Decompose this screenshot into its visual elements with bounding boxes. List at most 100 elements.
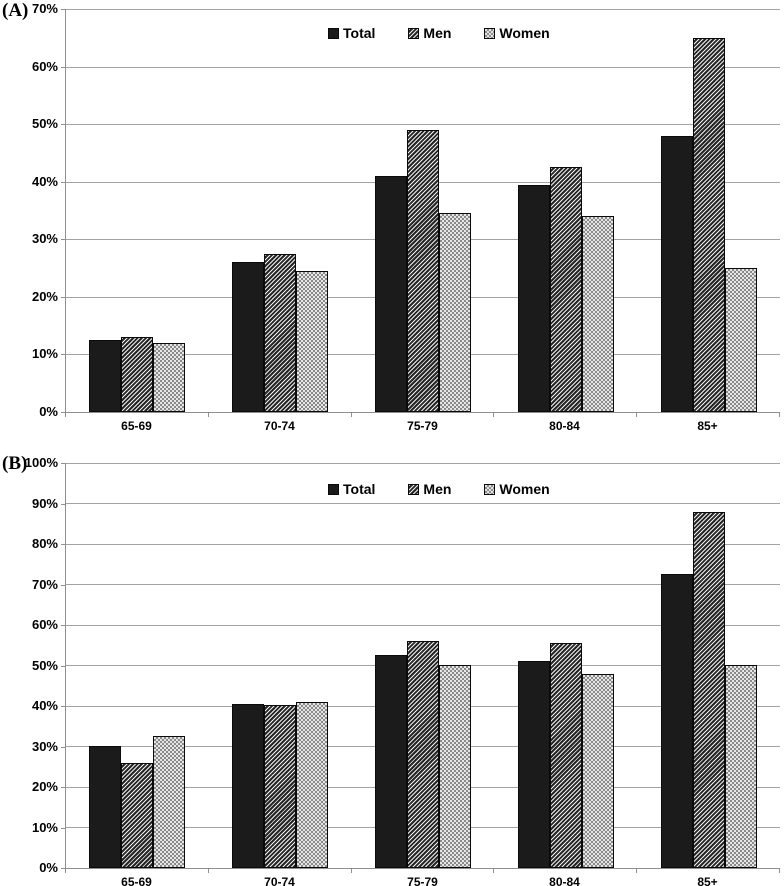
y-axis-label: 20% xyxy=(31,779,58,794)
legend-marker-women-icon xyxy=(484,483,496,495)
y-axis-tick xyxy=(61,412,65,413)
legend-item-women: Women xyxy=(484,481,550,497)
x-axis-tick xyxy=(208,413,209,417)
bar-women xyxy=(439,213,471,412)
y-axis-label: 10% xyxy=(31,820,58,835)
bar-men xyxy=(693,512,725,868)
y-axis-tick xyxy=(61,354,65,355)
y-axis-label: 50% xyxy=(31,658,58,673)
bar-total xyxy=(232,704,264,868)
y-axis-tick xyxy=(61,124,65,125)
x-axis-label: 70-74 xyxy=(264,419,295,433)
x-axis-label: 65-69 xyxy=(121,875,152,886)
legend-item-total: Total xyxy=(328,481,375,497)
bar-total xyxy=(375,176,407,412)
y-axis-label: 30% xyxy=(31,739,58,754)
legend-marker-men-icon xyxy=(408,27,420,39)
bar-women xyxy=(296,702,328,868)
gridline xyxy=(66,9,780,10)
plot-area xyxy=(65,463,780,869)
legend-item-women: Women xyxy=(484,25,550,41)
y-axis-tick xyxy=(61,463,65,464)
gridline xyxy=(66,463,780,464)
y-axis-label: 0% xyxy=(39,404,58,419)
y-axis-label: 60% xyxy=(31,617,58,632)
x-axis-tick xyxy=(636,413,637,417)
x-axis-label: 70-74 xyxy=(264,875,295,886)
gridline xyxy=(66,124,780,125)
y-axis-tick xyxy=(61,747,65,748)
y-axis-tick xyxy=(61,504,65,505)
gridline xyxy=(66,625,780,626)
y-axis-tick xyxy=(61,625,65,626)
legend-label: Men xyxy=(423,481,452,497)
y-axis-label: 30% xyxy=(31,231,58,246)
bar-women xyxy=(725,268,757,412)
legend: Total Men Women xyxy=(328,481,550,497)
legend-marker-women-icon xyxy=(484,27,496,39)
x-axis-label: 75-79 xyxy=(407,419,438,433)
legend: Total Men Women xyxy=(328,25,550,41)
bar-men xyxy=(407,641,439,868)
y-axis-tick xyxy=(61,585,65,586)
y-axis-label: 80% xyxy=(31,536,58,551)
gridline xyxy=(66,503,780,504)
y-axis-tick xyxy=(61,297,65,298)
bar-women xyxy=(296,271,328,412)
legend-label: Total xyxy=(343,481,376,497)
panel-a: (A) 0% 10% 20% 30% 40% 50% 60% 70% 65-69 70-74 75-7… xyxy=(2,0,780,433)
panel-letter: (B) xyxy=(2,453,28,474)
bar-women xyxy=(153,736,185,868)
x-axis-tick xyxy=(65,869,66,873)
y-axis-tick xyxy=(61,182,65,183)
x-axis-tick xyxy=(351,869,352,873)
gridline xyxy=(66,584,780,585)
y-axis-label: 0% xyxy=(39,860,58,875)
panel-letter: (A) xyxy=(2,0,29,21)
bar-total xyxy=(375,655,407,868)
gridline xyxy=(66,544,780,545)
x-axis-tick xyxy=(65,413,66,417)
bar-women xyxy=(582,674,614,868)
x-axis-label: 85+ xyxy=(697,419,718,433)
bar-total xyxy=(661,136,693,412)
x-axis-tick xyxy=(636,869,637,873)
y-axis-label: 40% xyxy=(31,698,58,713)
bar-men xyxy=(550,643,582,868)
x-axis-label: 75-79 xyxy=(407,875,438,886)
bar-women xyxy=(725,665,757,868)
legend-item-men: Men xyxy=(408,481,451,497)
bar-total xyxy=(518,185,550,412)
panel-b: (B) 0% 10% 20% 30% 40% 50% 60% 70% 80% 90% 100% 65-6… xyxy=(0,452,784,886)
bar-women xyxy=(153,343,185,412)
plot-area xyxy=(65,9,780,413)
y-axis-label: 70% xyxy=(31,577,58,592)
legend-item-total: Total xyxy=(328,25,375,41)
bar-men xyxy=(264,254,296,412)
bar-men xyxy=(550,167,582,412)
legend-marker-total-icon xyxy=(328,483,339,495)
y-axis-tick xyxy=(61,787,65,788)
y-axis-tick xyxy=(61,828,65,829)
bar-men xyxy=(407,130,439,412)
y-axis-tick xyxy=(61,706,65,707)
legend-label: Women xyxy=(499,481,550,497)
bar-total xyxy=(89,340,121,412)
bar-men xyxy=(693,38,725,412)
bar-total xyxy=(518,661,550,868)
legend-label: Men xyxy=(423,25,452,41)
x-axis-label: 80-84 xyxy=(549,419,580,433)
bar-men xyxy=(121,763,153,868)
y-axis-tick xyxy=(61,666,65,667)
y-axis-label: 10% xyxy=(31,346,58,361)
y-axis-label: 40% xyxy=(31,174,58,189)
x-axis-tick xyxy=(208,869,209,873)
y-axis-label: 90% xyxy=(31,496,58,511)
legend-marker-total-icon xyxy=(328,27,339,39)
bar-women xyxy=(582,216,614,412)
y-axis-tick xyxy=(61,239,65,240)
x-axis-tick xyxy=(779,413,780,417)
x-axis-label: 80-84 xyxy=(549,875,580,886)
y-axis-label: 50% xyxy=(31,116,58,131)
